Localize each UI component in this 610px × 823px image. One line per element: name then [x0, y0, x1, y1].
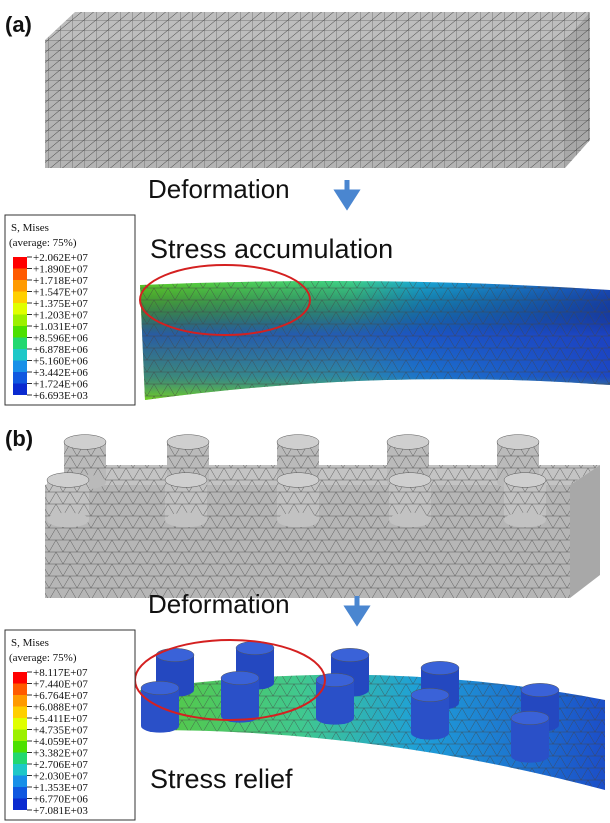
legend-swatch: [13, 326, 27, 338]
legend-swatch: [13, 303, 27, 315]
post-top: [421, 661, 459, 674]
legend-label: +4.059E+07: [33, 736, 88, 748]
legend-swatch: [13, 684, 27, 696]
post-top: [504, 473, 546, 488]
post-bottom: [389, 513, 431, 528]
legend-swatch: [13, 799, 27, 811]
legend-subtitle: (average: 75%): [9, 237, 77, 249]
post-top: [165, 473, 207, 488]
legend-label: +8.596E+06: [33, 333, 88, 345]
legend-label: +1.718E+07: [33, 275, 88, 287]
legend-swatch: [13, 372, 27, 384]
arrow: [338, 180, 356, 206]
legend-swatch: [13, 338, 27, 350]
legend-label: +2.706E+07: [33, 759, 88, 771]
legend-swatch: [13, 753, 27, 765]
post-top: [156, 648, 194, 661]
panel-label: (b): [5, 426, 33, 451]
panel-label: (a): [5, 12, 32, 37]
post-top: [497, 435, 539, 450]
legend-swatch: [13, 361, 27, 373]
legend-label: +6.764E+07: [33, 690, 88, 702]
post-top: [64, 435, 106, 450]
legend-label: +3.382E+07: [33, 748, 88, 760]
legend-swatch: [13, 787, 27, 799]
beam-deformed: [140, 265, 610, 400]
post-top: [221, 671, 259, 684]
post-top: [167, 435, 209, 450]
legend-swatch: [13, 257, 27, 269]
post-bottom: [504, 513, 546, 528]
legend-swatch: [13, 315, 27, 327]
legend-swatch: [13, 384, 27, 396]
caption: Stress relief: [150, 764, 293, 794]
legend-label: +2.062E+07: [33, 252, 88, 264]
post-bottom: [411, 726, 449, 739]
step-label: Deformation: [148, 174, 290, 204]
legend-swatch: [13, 707, 27, 719]
post-bottom: [511, 749, 549, 762]
legend-swatch: [13, 776, 27, 788]
legend-label: +4.735E+07: [33, 725, 88, 737]
post-top: [387, 435, 429, 450]
legend-label: +5.160E+06: [33, 356, 88, 368]
legend-subtitle: (average: 75%): [9, 652, 77, 664]
post-top: [511, 711, 549, 724]
post-top: [47, 473, 89, 488]
post-top: [277, 473, 319, 488]
legend-label: +7.440E+07: [33, 679, 88, 691]
legend-swatch: [13, 269, 27, 281]
legend-label: +6.088E+07: [33, 702, 88, 714]
step-label: Deformation: [148, 589, 290, 619]
post-bottom: [316, 711, 354, 724]
legend-label: +1.353E+07: [33, 782, 88, 794]
legend-label: +3.442E+06: [33, 367, 88, 379]
legend-label: +1.031E+07: [33, 321, 88, 333]
legend-swatch: [13, 672, 27, 684]
legend-label: +2.030E+07: [33, 771, 88, 783]
legend-label: +7.081E+03: [33, 805, 88, 817]
legend-label: +1.375E+07: [33, 298, 88, 310]
arrow: [348, 596, 366, 622]
post-top: [141, 681, 179, 694]
legend-label: +1.890E+07: [33, 264, 88, 276]
legend-label: +5.411E+07: [33, 713, 88, 725]
legend-swatch: [13, 730, 27, 742]
post-top: [331, 648, 369, 661]
post-bottom: [165, 513, 207, 528]
post-top: [316, 673, 354, 686]
beam-undeformed: [45, 12, 590, 168]
legend-swatch: [13, 349, 27, 361]
legend-swatch: [13, 280, 27, 292]
legend-label: +1.547E+07: [33, 287, 88, 299]
legend-label: +8.117E+07: [33, 667, 88, 679]
legend-title: S, Mises: [11, 637, 49, 649]
legend-swatch: [13, 718, 27, 730]
legend-label: +6.770E+06: [33, 794, 88, 806]
legend-swatch: [13, 764, 27, 776]
figure: (a) Deformation Stress accumulation (b) …: [0, 0, 610, 823]
caption: Stress accumulation: [150, 234, 393, 264]
legend-title: S, Mises: [11, 222, 49, 234]
post-top: [277, 435, 319, 450]
legend-swatch: [13, 695, 27, 707]
post-top: [411, 688, 449, 701]
post-top: [389, 473, 431, 488]
legend-label: +1.203E+07: [33, 310, 88, 322]
legend-label: +6.878E+06: [33, 344, 88, 356]
legend-label: +1.724E+06: [33, 379, 88, 391]
post-bottom: [277, 513, 319, 528]
legend-swatch: [13, 292, 27, 304]
legend-swatch: [13, 741, 27, 753]
post-top: [521, 683, 559, 696]
post-bottom: [141, 719, 179, 732]
post-bottom: [47, 513, 89, 528]
legend-label: +6.693E+03: [33, 390, 88, 402]
